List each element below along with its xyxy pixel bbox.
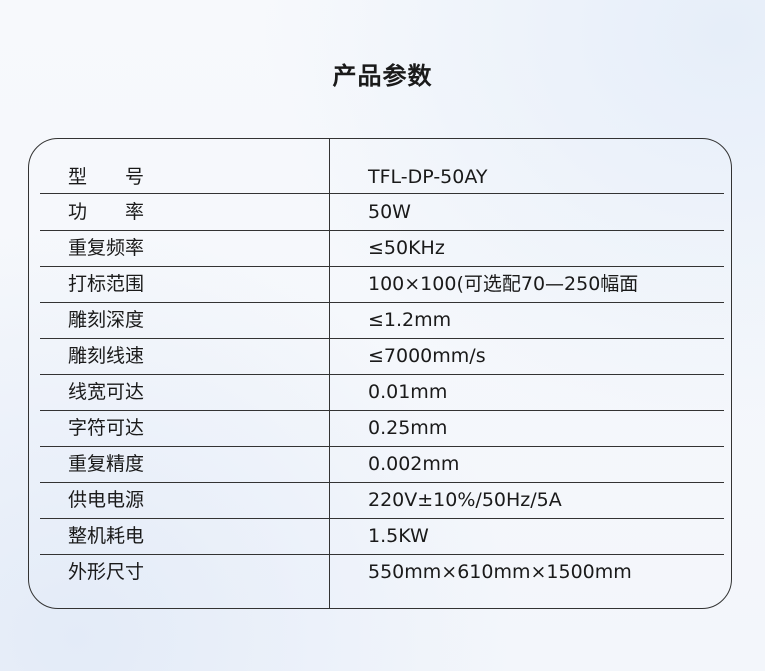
table-row: 功 率 50W xyxy=(40,194,724,231)
param-label: 雕刻线速 xyxy=(68,345,145,367)
column-divider xyxy=(329,138,330,609)
param-value: 0.01mm xyxy=(368,381,448,403)
param-value: ≤50KHz xyxy=(368,237,445,259)
table-row: 雕刻深度 ≤1.2mm xyxy=(40,302,724,339)
param-value: TFL-DP-50AY xyxy=(368,166,488,188)
param-value: 220V±10%/50Hz/5A xyxy=(368,489,562,511)
param-label: 外形尺寸 xyxy=(68,561,145,583)
table-row: 打标范围 100×100(可选配70—250幅面 xyxy=(40,266,724,303)
param-label: 打标范围 xyxy=(68,273,145,295)
table-row: 型 号 TFL-DP-50AY xyxy=(40,158,724,194)
table-row: 整机耗电 1.5KW xyxy=(40,518,724,555)
param-value: ≤7000mm/s xyxy=(368,345,486,367)
param-label: 供电电源 xyxy=(68,489,145,511)
param-value: 100×100(可选配70—250幅面 xyxy=(368,273,639,295)
param-value: ≤1.2mm xyxy=(368,309,452,331)
param-label: 型 号 xyxy=(68,166,145,188)
table-row: 线宽可达 0.01mm xyxy=(40,374,724,411)
table-row: 字符可达 0.25mm xyxy=(40,410,724,447)
param-value: 0.002mm xyxy=(368,453,460,475)
table-row: 外形尺寸 550mm×610mm×1500mm xyxy=(40,554,724,590)
param-label: 线宽可达 xyxy=(68,381,145,403)
param-value: 550mm×610mm×1500mm xyxy=(368,561,632,583)
page-title: 产品参数 xyxy=(332,62,433,90)
param-label: 功 率 xyxy=(68,201,145,223)
param-label: 重复频率 xyxy=(68,237,145,259)
table-row: 供电电源 220V±10%/50Hz/5A xyxy=(40,482,724,519)
table-row: 雕刻线速 ≤7000mm/s xyxy=(40,338,724,375)
param-value: 1.5KW xyxy=(368,525,429,547)
param-label: 字符可达 xyxy=(68,417,145,439)
table-row: 重复频率 ≤50KHz xyxy=(40,230,724,267)
param-label: 重复精度 xyxy=(68,453,145,475)
param-value: 0.25mm xyxy=(368,417,448,439)
spec-table xyxy=(28,138,732,609)
table-row: 重复精度 0.002mm xyxy=(40,446,724,483)
param-label: 雕刻深度 xyxy=(68,309,145,331)
param-value: 50W xyxy=(368,201,411,223)
param-label: 整机耗电 xyxy=(68,525,145,547)
